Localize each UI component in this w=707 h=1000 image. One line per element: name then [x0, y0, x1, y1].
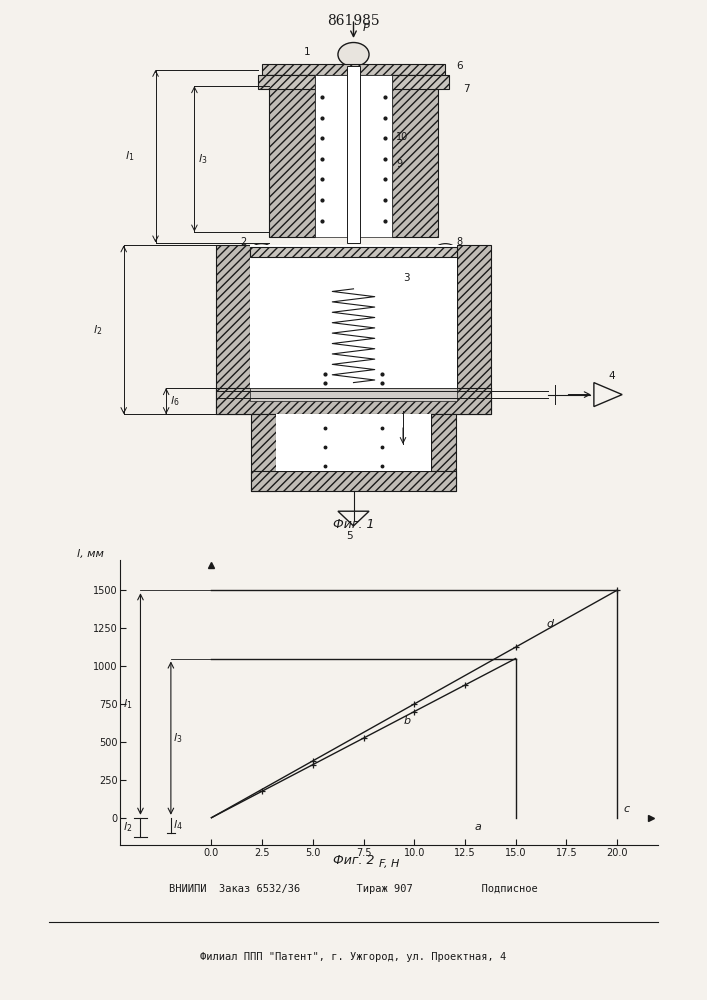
- Bar: [251, 414, 276, 490]
- Text: 1: 1: [304, 47, 311, 57]
- Bar: [258, 75, 315, 89]
- Circle shape: [338, 43, 369, 66]
- Bar: [347, 66, 360, 243]
- Text: $l_1$: $l_1$: [123, 697, 132, 711]
- Text: 7: 7: [463, 84, 469, 94]
- Text: Фиг. 1: Фиг. 1: [333, 518, 374, 531]
- Bar: [250, 247, 457, 257]
- Text: 3: 3: [403, 273, 409, 283]
- Text: $l_2$: $l_2$: [93, 323, 103, 337]
- Text: 2: 2: [240, 237, 247, 247]
- Y-axis label: l, мм: l, мм: [77, 549, 104, 559]
- Bar: [283, 246, 315, 259]
- Bar: [431, 414, 456, 490]
- Bar: [269, 75, 315, 237]
- Bar: [250, 388, 457, 401]
- Bar: [251, 471, 456, 490]
- Text: $l_1$: $l_1$: [125, 149, 134, 163]
- Circle shape: [433, 244, 458, 263]
- Text: a: a: [475, 822, 482, 832]
- Bar: [392, 246, 424, 259]
- Text: $l_6$: $l_6$: [170, 394, 179, 408]
- Bar: [392, 75, 449, 89]
- Bar: [250, 245, 457, 388]
- Text: 9: 9: [396, 159, 402, 169]
- Bar: [276, 414, 431, 471]
- Bar: [457, 245, 491, 414]
- Bar: [392, 75, 438, 237]
- Text: 10: 10: [396, 132, 408, 142]
- Text: P: P: [363, 23, 370, 33]
- X-axis label: F, Н: F, Н: [379, 859, 399, 869]
- Text: $l_4$: $l_4$: [173, 818, 182, 832]
- Text: 8: 8: [456, 237, 462, 247]
- Bar: [262, 64, 445, 75]
- Text: ВНИИПИ  Заказ 6532/36         Тираж 907           Подписное: ВНИИПИ Заказ 6532/36 Тираж 907 Подписное: [169, 884, 538, 894]
- Text: 4: 4: [608, 371, 615, 381]
- Text: b: b: [404, 716, 411, 726]
- Text: Филиал ППП "Патент", г. Ужгород, ул. Проектная, 4: Филиал ППП "Патент", г. Ужгород, ул. Про…: [200, 952, 507, 962]
- Bar: [216, 388, 491, 414]
- Bar: [315, 75, 392, 237]
- Text: 5: 5: [346, 531, 354, 541]
- Bar: [216, 245, 250, 414]
- Text: $l_3$: $l_3$: [198, 152, 207, 166]
- Text: $l_3$: $l_3$: [173, 731, 182, 745]
- Text: $l_2$: $l_2$: [123, 821, 132, 834]
- Text: c: c: [623, 804, 629, 814]
- Text: 6: 6: [456, 61, 462, 71]
- Circle shape: [249, 244, 274, 263]
- Text: Фиг. 2: Фиг. 2: [333, 854, 374, 866]
- Text: d: d: [546, 619, 553, 629]
- Text: 861985: 861985: [327, 14, 380, 28]
